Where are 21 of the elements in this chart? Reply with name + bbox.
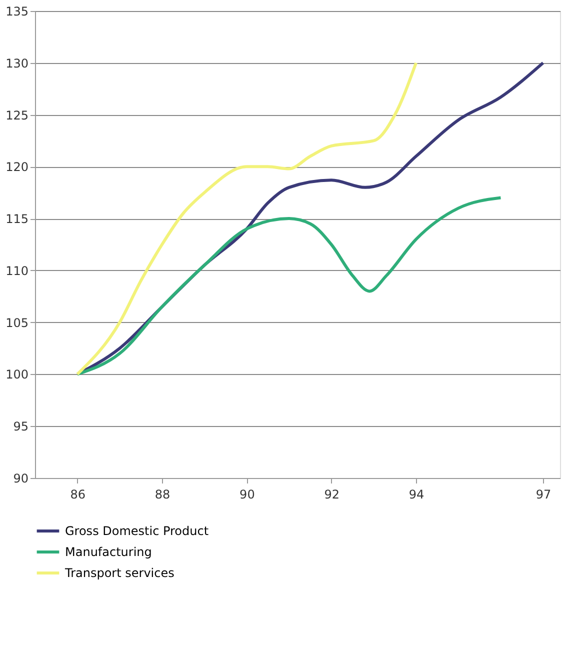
- legend-label: Manufacturing: [65, 545, 152, 559]
- x-tick-label: 92: [324, 488, 340, 502]
- legend-label: Transport services: [64, 566, 174, 580]
- x-tick-label: 94: [408, 488, 424, 502]
- legend-label: Gross Domestic Product: [65, 524, 209, 538]
- x-tick-label: 86: [70, 488, 86, 502]
- line-series: [76, 61, 418, 376]
- x-tick-label: 88: [154, 488, 170, 502]
- y-tick-label: 105: [6, 316, 28, 330]
- y-tick-label: 125: [6, 108, 28, 122]
- x-tick-label: 90: [240, 488, 255, 502]
- y-tick-label: 120: [6, 160, 28, 174]
- y-tick-label: 100: [6, 368, 28, 382]
- x-tick-label: 97: [536, 488, 552, 502]
- y-tick-label: 110: [6, 264, 28, 278]
- y-tick-label: 95: [13, 420, 28, 434]
- y-tick-label: 130: [6, 56, 28, 70]
- y-tick-label: 135: [6, 4, 28, 18]
- line-series: [76, 196, 502, 376]
- y-tick-label: 90: [13, 472, 28, 486]
- y-tick-label: 115: [6, 212, 28, 226]
